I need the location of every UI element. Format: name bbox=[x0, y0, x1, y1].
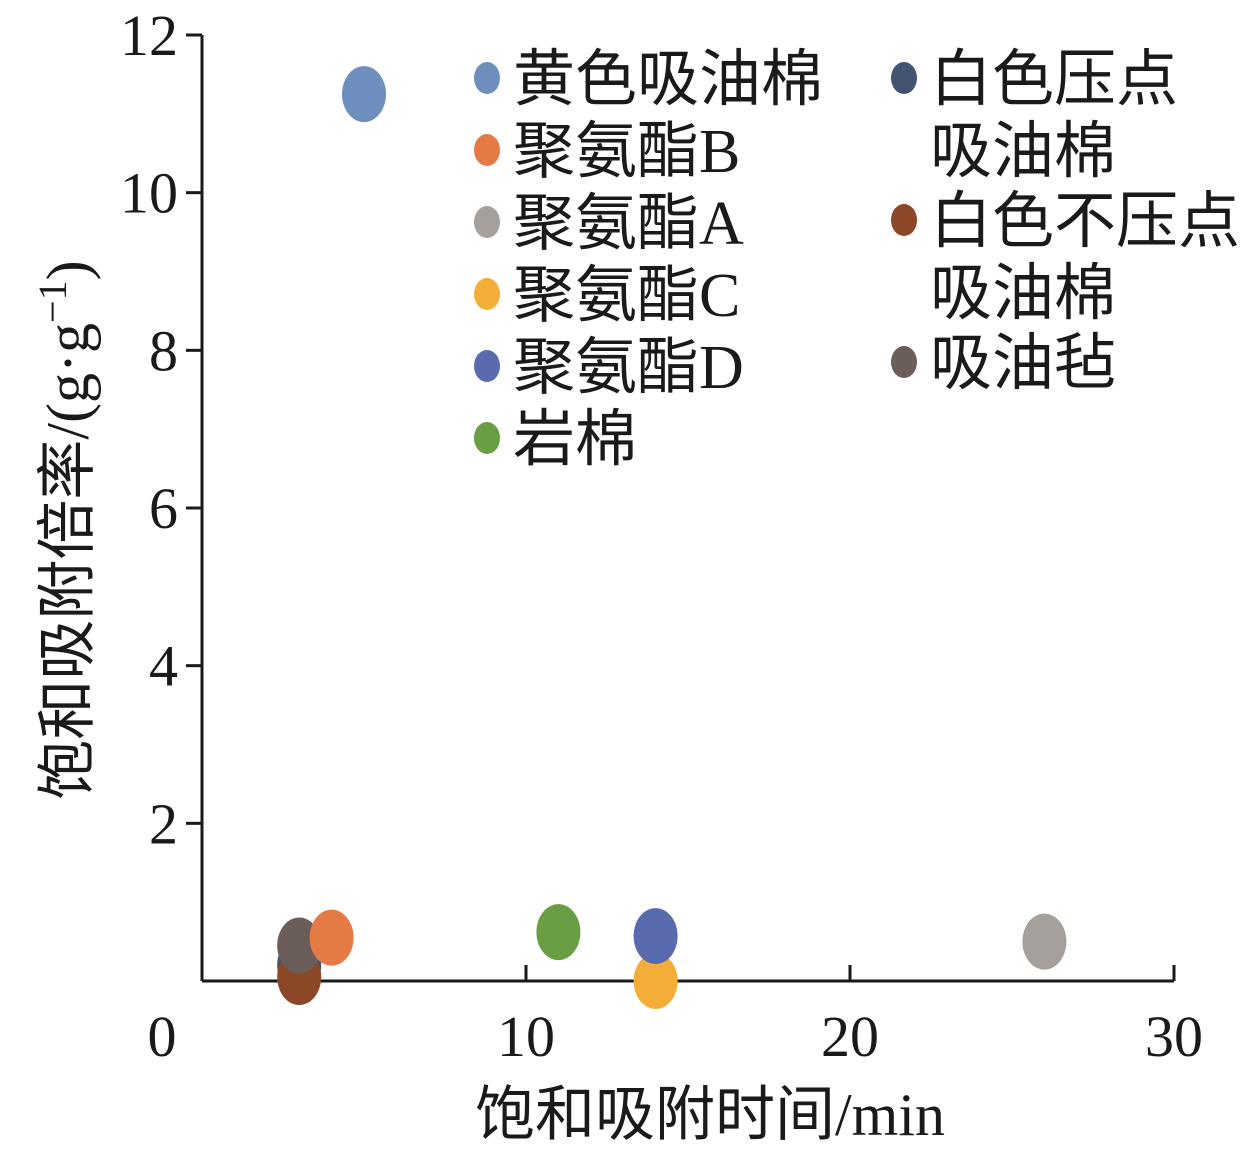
legend-marker bbox=[891, 204, 917, 236]
legend-marker bbox=[474, 62, 500, 94]
legend-label: 白色不压点 bbox=[930, 188, 1240, 256]
x-tick-label: 10 bbox=[497, 1004, 555, 1069]
y-axis-title: 饱和吸附倍率/(g·g−1) bbox=[30, 260, 102, 799]
legend-label: 吸油棉 bbox=[930, 118, 1116, 186]
y-axis-title-main: 饱和吸附倍率/(g·g bbox=[35, 323, 101, 800]
axes: 0 10 20 30 2 4 6 8 10 12 bbox=[120, 3, 1203, 1069]
x-axis-title: 饱和吸附时间/min bbox=[475, 1082, 945, 1148]
data-point bbox=[536, 904, 581, 961]
x-tick-label: 30 bbox=[1145, 1004, 1203, 1069]
data-point bbox=[309, 909, 354, 966]
legend-marker bbox=[474, 278, 500, 310]
legend: 黄色吸油棉聚氨酯B聚氨酯A聚氨酯C聚氨酯D岩棉白色压点吸油棉白色不压点吸油棉吸油… bbox=[474, 46, 1240, 474]
y-tick-label: 4 bbox=[149, 634, 178, 699]
x-tick-label: 20 bbox=[821, 1004, 879, 1069]
legend-label: 吸油棉 bbox=[930, 260, 1116, 328]
legend-label: 白色压点 bbox=[930, 46, 1178, 114]
data-point bbox=[342, 66, 386, 123]
y-tick-label: 2 bbox=[149, 791, 178, 856]
data-point bbox=[633, 908, 678, 965]
y-tick-label: 12 bbox=[120, 3, 178, 68]
legend-label: 黄色吸油棉 bbox=[513, 46, 823, 114]
x-tick-label: 0 bbox=[148, 1004, 177, 1069]
y-axis-title-sup: −1 bbox=[30, 280, 75, 323]
legend-label: 聚氨酯C bbox=[513, 262, 740, 330]
legend-marker bbox=[474, 206, 500, 238]
legend-label: 聚氨酯A bbox=[513, 190, 744, 258]
legend-label: 聚氨酯B bbox=[513, 118, 740, 186]
legend-label: 吸油毡 bbox=[930, 330, 1116, 398]
data-point bbox=[633, 953, 678, 1009]
legend-label: 岩棉 bbox=[513, 406, 637, 474]
data-point bbox=[1022, 913, 1067, 970]
legend-label: 聚氨酯D bbox=[513, 334, 744, 402]
y-tick-label: 6 bbox=[149, 476, 178, 541]
legend-marker bbox=[891, 346, 917, 378]
legend-marker bbox=[891, 62, 917, 94]
legend-marker bbox=[474, 422, 500, 454]
y-tick-label: 8 bbox=[149, 318, 178, 383]
legend-marker bbox=[474, 350, 500, 382]
legend-marker bbox=[474, 134, 500, 166]
y-axis-title-close: ) bbox=[35, 260, 101, 280]
y-tick-label: 10 bbox=[120, 161, 178, 226]
data-points bbox=[277, 66, 1067, 1009]
